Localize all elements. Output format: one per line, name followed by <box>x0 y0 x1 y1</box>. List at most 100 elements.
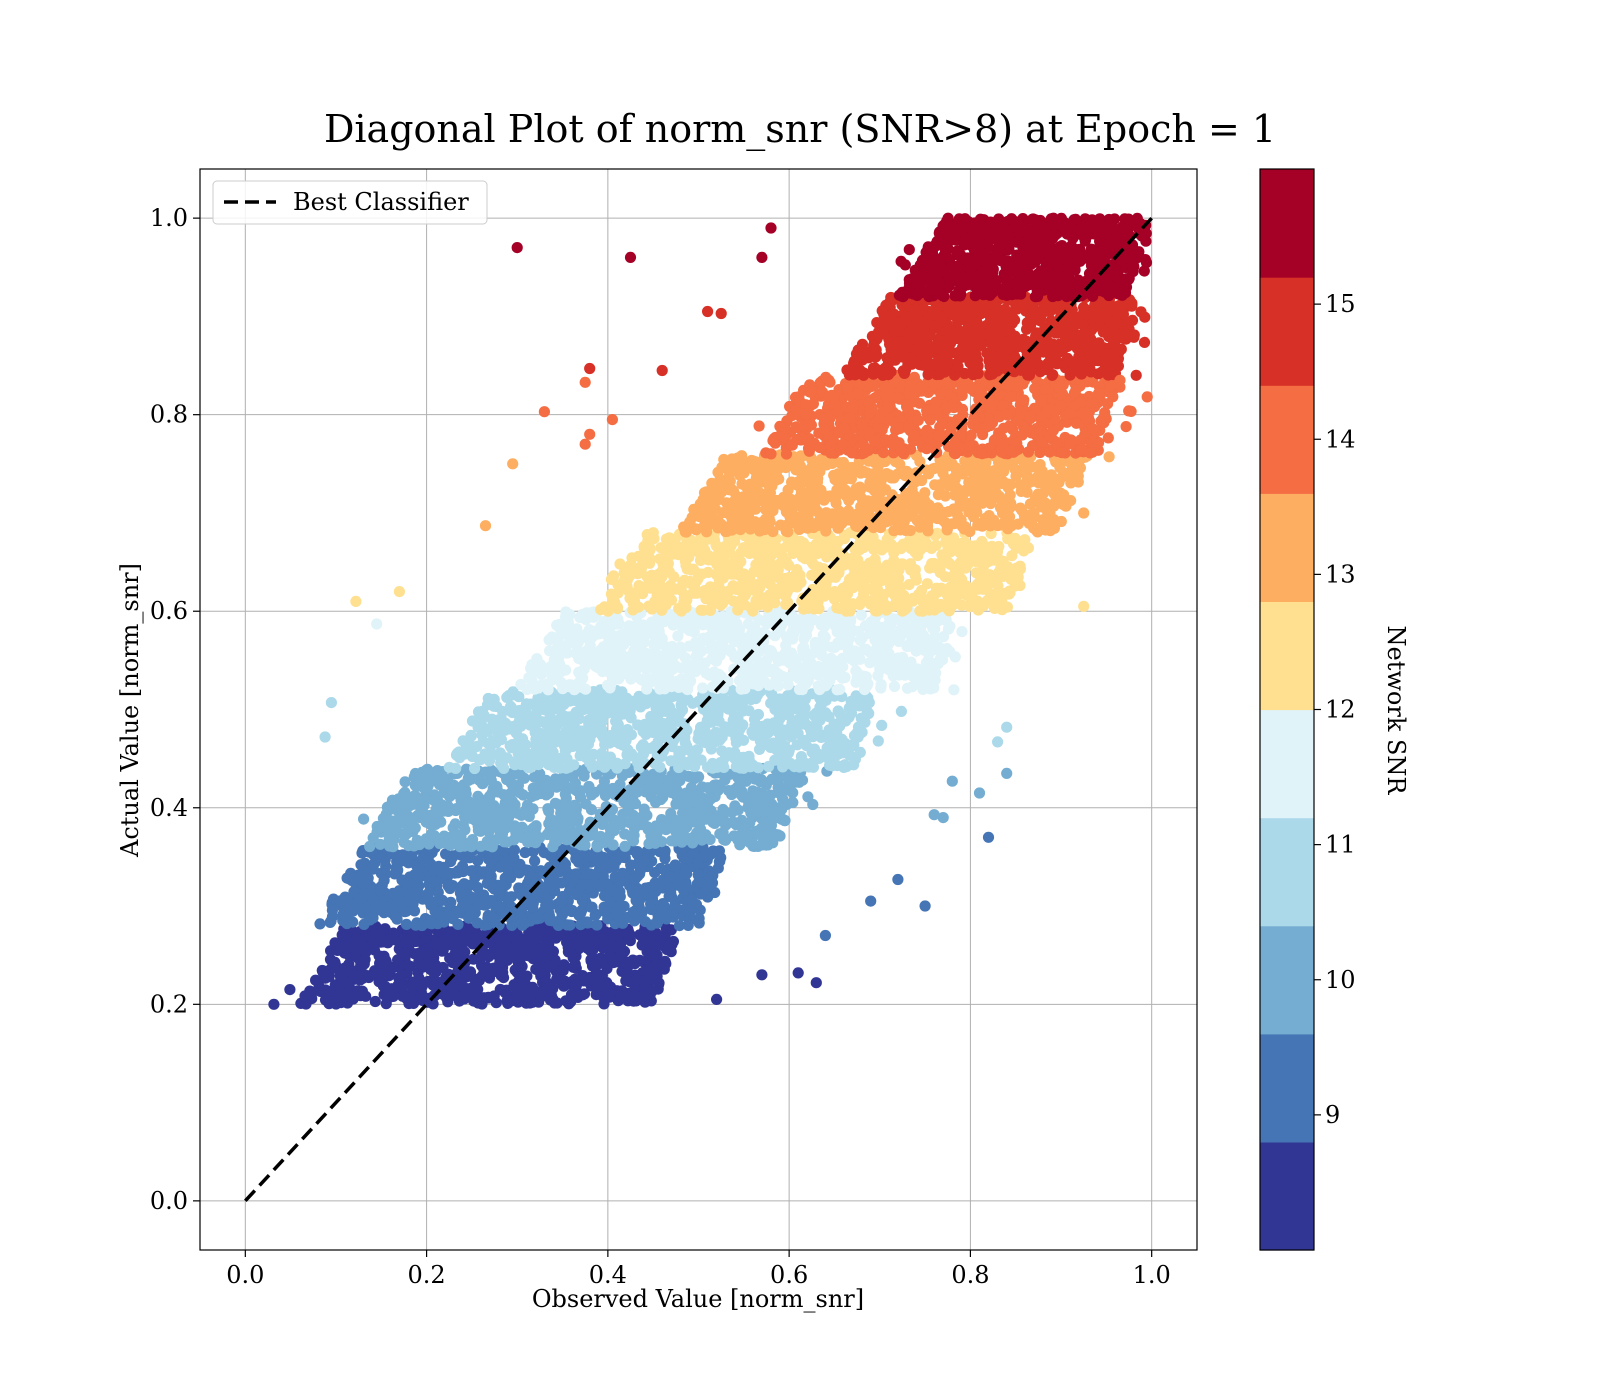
data-point <box>654 761 666 773</box>
data-point <box>417 852 429 865</box>
data-point <box>584 850 597 862</box>
data-point <box>857 584 870 596</box>
data-point <box>594 979 606 992</box>
data-point <box>370 897 382 910</box>
data-point <box>750 595 762 607</box>
data-point <box>513 691 525 703</box>
data-point <box>452 918 464 931</box>
data-point <box>681 821 693 833</box>
data-point <box>374 838 386 850</box>
data-point <box>530 789 542 801</box>
data-point <box>827 758 840 770</box>
data-point <box>342 977 354 989</box>
data-point <box>530 821 542 834</box>
data-point <box>465 982 477 994</box>
data-point <box>967 586 979 598</box>
data-point <box>691 654 703 666</box>
data-point <box>651 704 663 716</box>
data-point <box>475 754 487 766</box>
data-point <box>682 919 694 932</box>
data-point <box>412 871 424 883</box>
data-point <box>301 993 313 1005</box>
data-point <box>869 586 881 598</box>
data-point <box>618 900 630 912</box>
data-point <box>444 839 456 851</box>
data-point <box>577 736 589 748</box>
data-point <box>986 570 998 583</box>
data-point <box>774 608 786 620</box>
data-point <box>514 715 527 727</box>
data-point <box>538 847 550 859</box>
data-point <box>644 582 657 594</box>
data-point <box>654 673 666 685</box>
data-point <box>435 937 448 949</box>
data-point <box>679 555 692 567</box>
data-point <box>707 762 719 774</box>
data-point <box>650 958 663 971</box>
data-point <box>581 916 593 928</box>
data-point <box>909 639 921 652</box>
data-point <box>779 729 791 741</box>
data-point <box>791 576 803 588</box>
data-point <box>645 968 657 980</box>
data-point <box>785 536 797 548</box>
data-point <box>679 879 692 891</box>
data-point <box>504 902 517 914</box>
data-point <box>418 776 430 788</box>
data-point <box>752 550 765 562</box>
data-point <box>391 826 403 838</box>
data-point <box>570 979 583 991</box>
data-point <box>661 944 673 956</box>
data-point <box>425 828 437 840</box>
data-point <box>619 758 631 770</box>
data-point <box>458 786 470 799</box>
data-point <box>728 830 740 842</box>
data-point <box>996 604 1008 616</box>
data-point <box>667 817 679 829</box>
data-point <box>522 761 534 774</box>
data-point <box>956 574 968 586</box>
data-point <box>423 838 435 850</box>
data-point <box>816 542 828 555</box>
data-point <box>547 993 559 1005</box>
data-point <box>716 745 728 757</box>
data-point <box>855 609 867 621</box>
data-point <box>741 574 753 587</box>
data-point <box>601 663 613 676</box>
data-point <box>763 760 775 773</box>
data-point <box>875 634 887 646</box>
data-point <box>747 605 759 617</box>
data-point <box>602 617 614 629</box>
data-point <box>497 985 509 997</box>
data-point <box>519 846 531 859</box>
data-point <box>485 894 497 907</box>
data-point <box>569 623 581 635</box>
data-point <box>791 719 804 731</box>
data-point <box>734 651 746 664</box>
data-point <box>397 990 409 1002</box>
data-point <box>665 755 677 767</box>
data-point <box>314 918 326 930</box>
data-point <box>928 557 940 570</box>
data-point <box>587 748 600 761</box>
data-point <box>653 628 666 640</box>
data-point <box>602 679 614 691</box>
data-point <box>672 630 684 642</box>
data-point <box>741 827 753 839</box>
data-point <box>626 669 639 681</box>
data-point <box>464 970 476 982</box>
data-point <box>705 793 717 805</box>
data-point <box>956 537 968 549</box>
data-point <box>426 949 438 961</box>
data-point <box>754 579 766 591</box>
data-point <box>569 958 581 970</box>
data-point <box>513 867 525 879</box>
data-point <box>731 562 744 575</box>
chart-title: Diagonal Plot of norm_snr (SNR>8) at Epo… <box>324 107 1276 152</box>
data-point <box>819 680 832 692</box>
data-point <box>595 952 607 964</box>
data-point <box>467 834 479 846</box>
data-point <box>459 946 471 958</box>
data-point <box>656 717 668 730</box>
data-point <box>450 762 462 775</box>
